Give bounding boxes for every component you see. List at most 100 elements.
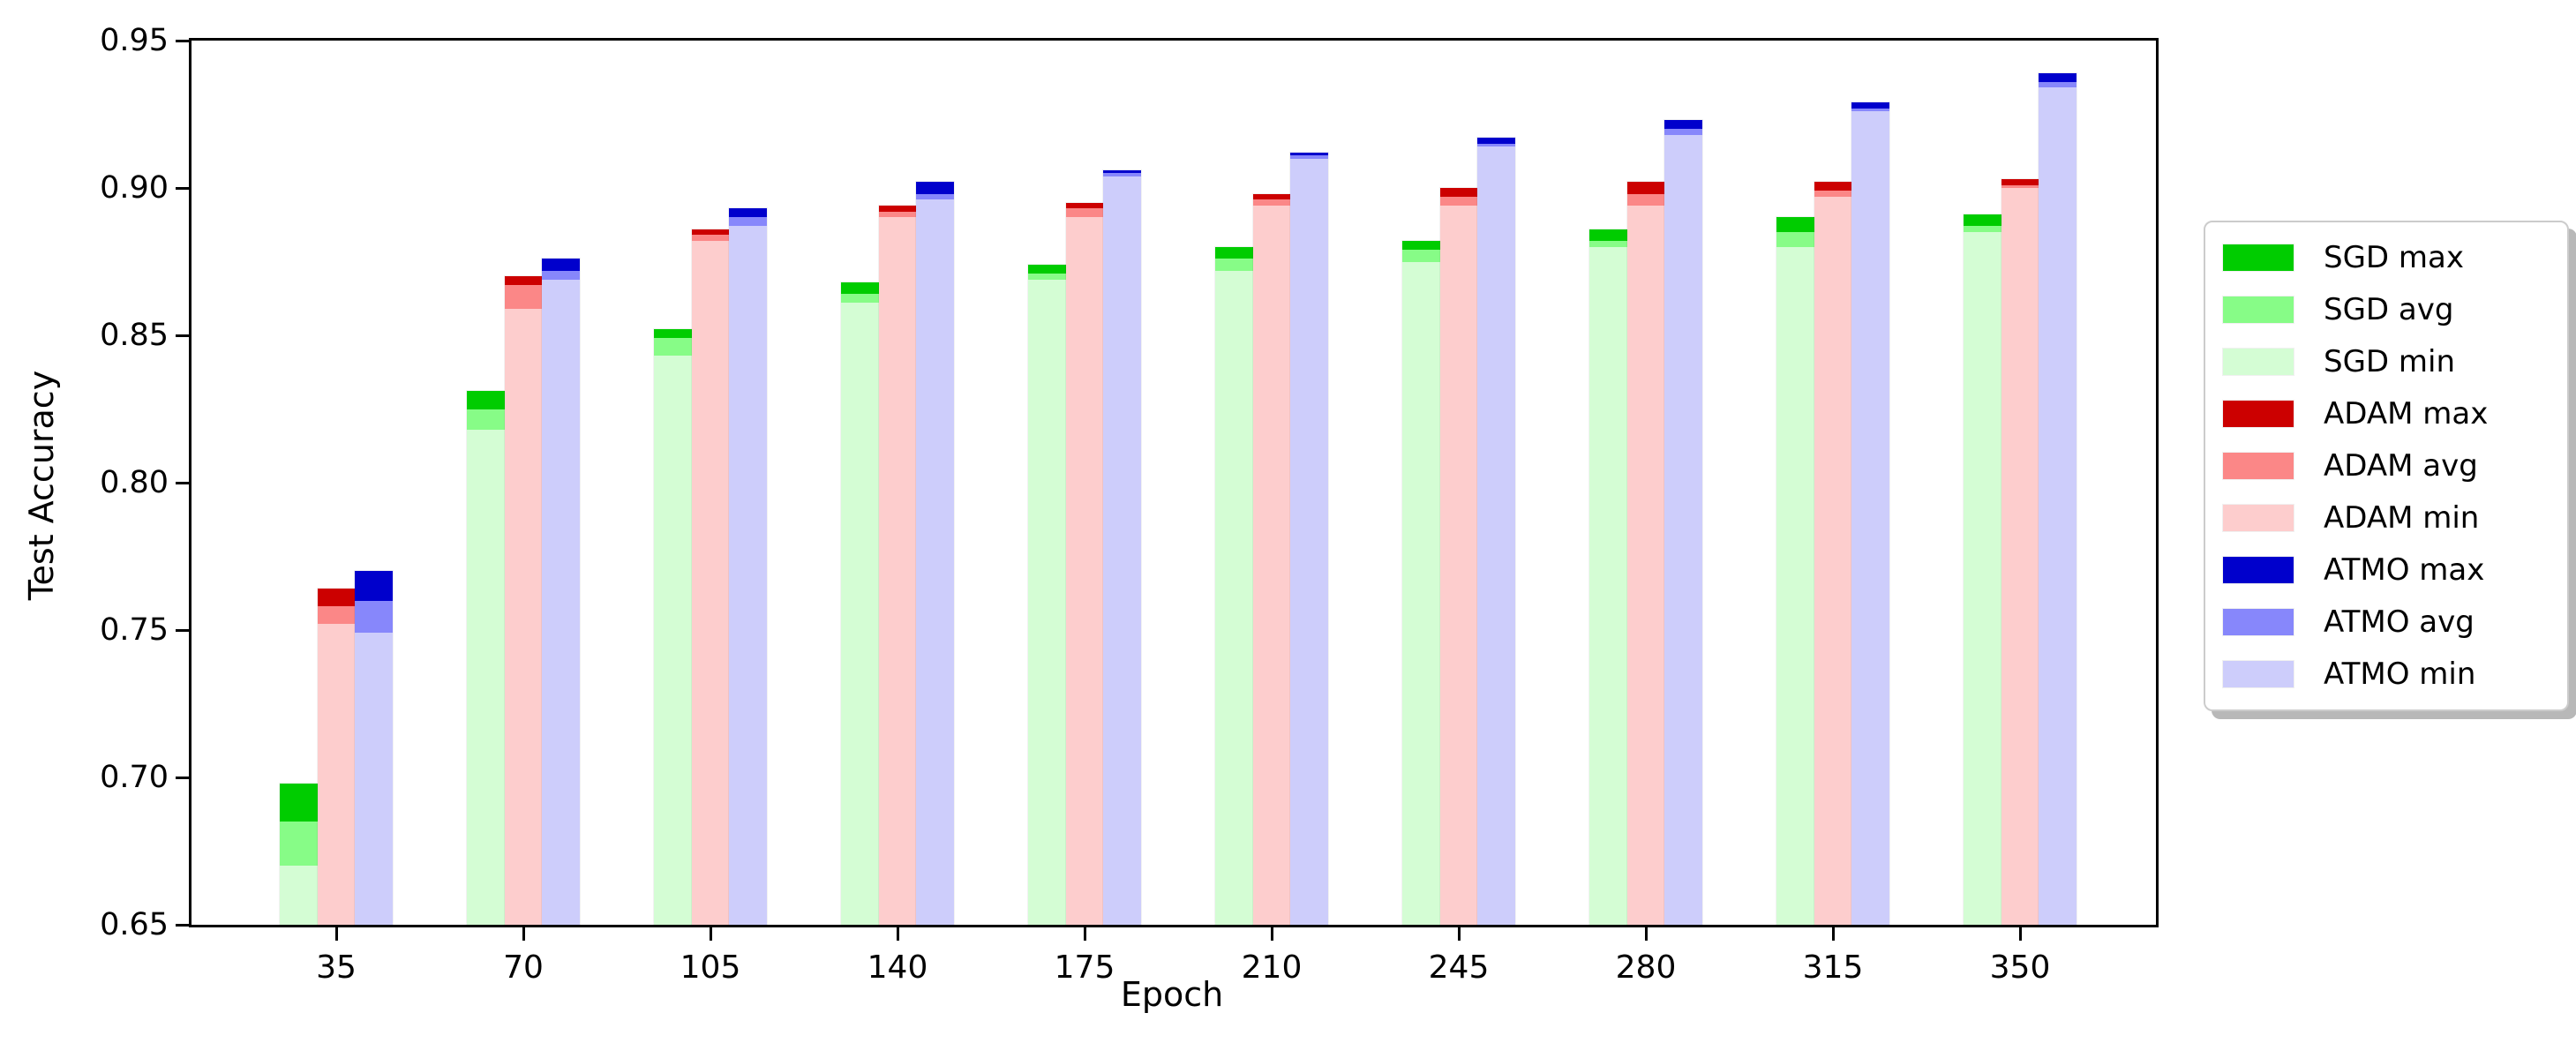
bar-segment-max [1402,241,1440,251]
bar-epoch-70-sgd [466,390,506,926]
bar-epoch-70-adam [503,275,544,926]
bar-epoch-175-atmo [1102,169,1142,927]
legend-swatch [2222,243,2294,272]
bar-segment-min [1477,146,1515,925]
y-tick-label: 0.65 [100,907,169,942]
bar-segment-avg [1065,208,1104,218]
bar-segment-max [1814,182,1852,191]
legend-label: ADAM avg [2324,447,2478,484]
bar-segment-avg [2001,184,2039,188]
x-tick-mark [522,927,525,941]
bar-segment-avg [729,217,767,227]
x-tick-mark [709,927,712,941]
bar-segment-min [1402,261,1440,925]
bar-segment-avg [654,338,692,356]
bar-segment-min [1290,158,1328,925]
bar-segment-avg [504,285,543,309]
bar-segment-avg [1589,241,1627,247]
legend-item-adam-max: ADAM max [2222,399,2567,429]
bar-segment-avg [1814,191,1852,198]
bar-segment-max [1252,193,1291,200]
bar-segment-avg [2039,81,2077,88]
y-tick-mark [176,334,189,337]
bar-epoch-210-adam [1251,192,1292,927]
legend-swatch [2222,504,2294,533]
bar-segment-max [355,571,393,601]
bar-epoch-105-atmo [728,207,768,926]
bar-epoch-35-atmo [354,570,394,926]
legend-swatch [2222,295,2294,324]
bar-segment-avg [1477,143,1515,147]
x-tick-label: 175 [1054,949,1115,986]
bar-segment-max [542,259,580,271]
bar-segment-min [355,633,393,925]
bar-segment-min [2001,188,2039,925]
bar-segment-max [691,229,730,236]
y-tick-mark [176,481,189,484]
x-tick-label: 105 [680,949,741,986]
bar-epoch-245-sgd [1401,240,1441,926]
bar-segment-min [654,356,692,925]
bar-segment-max [317,589,356,607]
x-tick-label: 70 [503,949,544,986]
bar-segment-min [1851,111,1889,925]
bar-segment-max [654,329,692,339]
bar-segment-min [2039,87,2077,925]
bar-segment-max [1103,169,1141,174]
bar-epoch-140-adam [877,205,918,926]
legend-item-adam-avg: ADAM avg [2222,447,2567,484]
y-tick-label: 0.95 [100,23,169,58]
bar-segment-avg [1402,250,1440,262]
bar-segment-min [1215,270,1253,925]
bar-epoch-280-atmo [1664,119,1703,926]
y-tick-mark [176,186,189,190]
legend-box: SGD max SGD avg SGD min ADAM max ADAM avg ADA… [2204,221,2569,711]
legend-label: SGD min [2324,343,2456,379]
bar-segment-max [841,281,879,295]
bar-segment-max [504,276,543,286]
bar-segment-avg [1626,193,1665,206]
bar-segment-min [317,624,356,925]
bar-segment-min [1964,232,2001,925]
legend-label: SGD avg [2324,291,2454,327]
bar-segment-min [542,279,580,925]
bar-segment-max [1776,217,1814,233]
legend-swatch [2222,556,2294,585]
x-tick-label: 350 [1989,949,2051,986]
bar-epoch-245-atmo [1476,137,1516,926]
bar-segment-max [2001,179,2039,185]
bar-epoch-70-atmo [541,258,581,926]
bar-segment-max [1028,264,1066,274]
bar-segment-max [1290,152,1328,156]
bar-epoch-35-sgd [279,782,319,927]
bar-segment-min [1028,279,1066,925]
x-tick-mark [2018,927,2022,941]
bar-segment-max [1589,229,1627,242]
bar-epoch-350-atmo [2038,71,2077,927]
legend-label: ADAM min [2324,500,2480,537]
bar-segment-min [729,226,767,925]
bar-epoch-350-sgd [1963,214,2002,926]
legend-label: ATMO min [2324,657,2476,693]
legend-swatch [2222,399,2294,428]
y-tick-mark [176,776,189,779]
bar-segment-max [1626,182,1665,194]
y-tick-label: 0.85 [100,318,169,353]
x-tick-label: 140 [867,949,928,986]
bar-epoch-175-sgd [1027,263,1067,927]
legend-label: ATMO max [2324,552,2485,589]
y-tick-mark [176,628,189,632]
bar-epoch-210-atmo [1289,151,1329,927]
x-tick-mark [1457,927,1461,941]
legend-item-atmo-min: ATMO min [2222,657,2567,693]
bar-segment-avg [1290,155,1328,159]
bar-segment-min [1589,246,1627,925]
x-tick-label: 315 [1802,949,1864,986]
bar-segment-min [1626,206,1665,925]
legend-item-sgd-avg: SGD avg [2222,291,2567,327]
legend-item-sgd-max: SGD max [2222,243,2567,273]
legend-item-adam-min: ADAM min [2222,500,2567,537]
bar-epoch-315-adam [1813,181,1853,926]
x-tick-mark [1270,927,1273,941]
bar-segment-max [1439,188,1478,198]
